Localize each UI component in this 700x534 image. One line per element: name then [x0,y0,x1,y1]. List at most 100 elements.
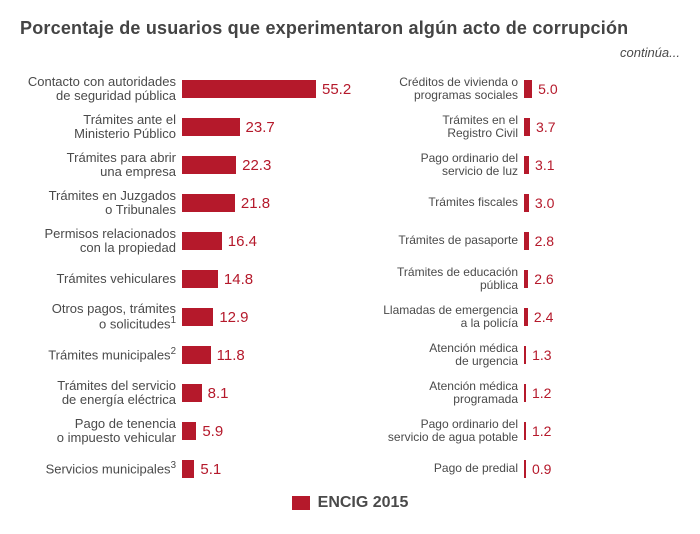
value-label: 5.9 [196,423,223,440]
row-label: Servicios municipales3 [20,461,182,477]
bar [182,194,235,212]
bar [182,232,222,250]
bar-area: 2.6 [524,260,654,298]
value-label: 3.7 [530,119,555,135]
bar [182,460,194,478]
bar-area: 8.1 [182,374,356,412]
row-label: Trámites de pasaporte [366,234,524,247]
value-label: 1.2 [526,423,551,439]
footnote-superscript: 1 [171,315,176,326]
chart-row: Trámites del serviciode energía eléctric… [20,374,356,412]
bar-area: 16.4 [182,222,356,260]
value-label: 3.1 [529,157,554,173]
value-label: 0.9 [526,461,551,477]
chart-row: Créditos de vivienda oprogramas sociales… [366,70,654,108]
footnote-superscript: 2 [171,346,176,357]
bar-area: 14.8 [182,260,356,298]
value-label: 2.8 [529,233,554,249]
legend-swatch [292,496,310,510]
bar-area: 55.2 [182,70,356,108]
row-label: Trámites vehiculares [20,272,182,286]
bar [182,308,213,326]
chart-row: Trámites de educaciónpública2.6 [366,260,654,298]
value-label: 21.8 [235,195,270,212]
chart-row: Atención médicade urgencia1.3 [366,336,654,374]
value-label: 1.3 [526,347,551,363]
chart-row: Trámites ante elMinisterio Público 23.7 [20,108,356,146]
footnote-superscript: 3 [171,460,176,471]
bar-area: 0.9 [524,450,654,488]
value-label: 16.4 [222,233,257,250]
chart-row: Pago ordinario delservicio de agua potab… [366,412,654,450]
value-label: 23.7 [240,119,275,136]
legend: ENCIG 2015 [20,494,680,512]
bar-area: 21.8 [182,184,356,222]
chart-row: Trámites municipales2 11.8 [20,336,356,374]
row-label: Trámites en elRegistro Civil [366,114,524,140]
chart-columns: Contacto con autoridadesde seguridad púb… [20,70,680,488]
chart-row: Trámites vehiculares14.8 [20,260,356,298]
bar [182,346,211,364]
bar [182,156,236,174]
continues-label: continúa... [20,45,680,60]
bar-area: 22.3 [182,146,356,184]
row-label: Contacto con autoridadesde seguridad púb… [20,75,182,104]
row-label: Atención médicaprogramada [366,380,524,406]
legend-label: ENCIG 2015 [318,494,409,512]
value-label: 5.0 [532,81,557,97]
chart-row: Otros pagos, trámiteso solicitudes1 12.9 [20,298,356,336]
chart-row: Atención médicaprogramada1.2 [366,374,654,412]
bar [182,384,202,402]
row-label: Atención médicade urgencia [366,342,524,368]
row-label: Créditos de vivienda oprogramas sociales [366,76,524,102]
bar-area: 3.1 [524,146,654,184]
bar-area: 12.9 [182,298,356,336]
bar [524,80,532,98]
row-label: Pago ordinario delservicio de agua potab… [366,418,524,444]
row-label: Trámites de educaciónpública [366,266,524,292]
chart-row: Pago de tenenciao impuesto vehicular 5.9 [20,412,356,450]
row-label: Trámites fiscales [366,196,524,209]
value-label: 2.4 [528,309,553,325]
row-label: Trámites en Juzgadoso Tribunales [20,189,182,218]
bar-area: 5.9 [182,412,356,450]
chart-row: Pago ordinario delservicio de luz 3.1 [366,146,654,184]
row-label: Pago ordinario delservicio de luz [366,152,524,178]
row-label: Permisos relacionadoscon la propiedad [20,227,182,256]
bar [182,270,218,288]
bar [182,80,316,98]
bar-area: 1.3 [524,336,654,374]
bar-area: 1.2 [524,374,654,412]
bar-area: 23.7 [182,108,356,146]
chart-row: Trámites para abriruna empresa 22.3 [20,146,356,184]
row-label: Pago de tenenciao impuesto vehicular [20,417,182,446]
value-label: 12.9 [213,309,248,326]
row-label: Trámites municipales2 [20,347,182,363]
value-label: 8.1 [202,385,229,402]
value-label: 22.3 [236,157,271,174]
bar-area: 2.4 [524,298,654,336]
chart-row: Trámites en Juzgadoso Tribunales 21.8 [20,184,356,222]
value-label: 5.1 [194,461,221,478]
value-label: 11.8 [211,347,245,364]
row-label: Llamadas de emergenciaa la policía [366,304,524,330]
chart-row: Trámites de pasaporte 2.8 [366,222,654,260]
chart-row: Trámites en elRegistro Civil 3.7 [366,108,654,146]
value-label: 55.2 [316,81,351,98]
row-label: Pago de predial [366,462,524,475]
left-column: Contacto con autoridadesde seguridad púb… [20,70,356,488]
value-label: 1.2 [526,385,551,401]
value-label: 2.6 [528,271,553,287]
chart-row: Trámites fiscales 3.0 [366,184,654,222]
bar [182,118,240,136]
row-label: Trámites para abriruna empresa [20,151,182,180]
right-column: Créditos de vivienda oprogramas sociales… [366,70,654,488]
row-label: Otros pagos, trámiteso solicitudes1 [20,302,182,332]
chart-row: Contacto con autoridadesde seguridad púb… [20,70,356,108]
corruption-by-procedure-chart: Porcentaje de usuarios que experimentaro… [0,0,700,534]
bar-area: 2.8 [524,222,654,260]
value-label: 3.0 [529,195,554,211]
bar [182,422,196,440]
row-label: Trámites ante elMinisterio Público [20,113,182,142]
bar-area: 3.0 [524,184,654,222]
